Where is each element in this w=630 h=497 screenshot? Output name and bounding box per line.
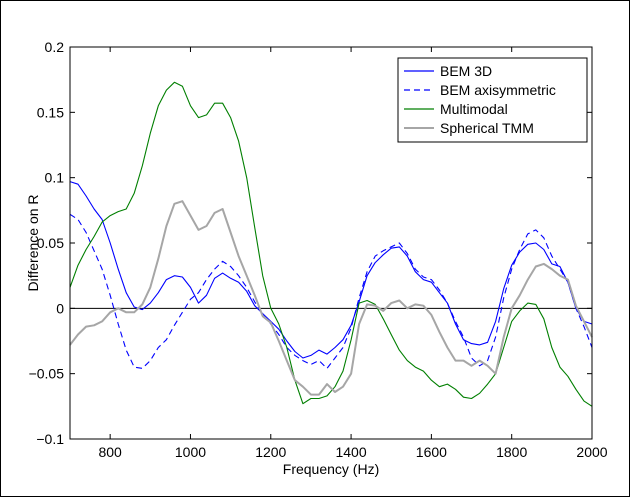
x-tick-label: 2000 [576,444,607,460]
series-line-4 [69,200,593,396]
y-tick-labels: −0.1 −0.05 0 0.05 0.1 0.15 0.2 [29,39,65,447]
legend-label-1: BEM 3D [440,63,492,79]
series-line-1 [69,181,593,359]
legend: BEM 3D BEM axisymmetric Multimodal Spherica… [397,57,588,143]
x-axis-label: Frequency (Hz) [283,461,379,477]
legend-label-2: BEM axisymmetric [440,82,556,98]
x-tick-label: 1400 [335,444,366,460]
legend-label-3: Multimodal [440,101,508,117]
x-tick-label: 800 [98,444,122,460]
series-line-3 [69,81,593,407]
x-tick-label: 1000 [175,444,206,460]
x-tick-label: 1800 [496,444,527,460]
tick-marks [70,46,593,440]
x-tick-labels: 800 1000 1200 1400 1600 1800 2000 [98,444,607,460]
x-tick-label: 1200 [255,444,286,460]
y-tick-label: 0.05 [37,235,64,251]
y-tick-label: −0.1 [36,431,64,447]
y-tick-label: −0.05 [29,366,65,382]
x-tick-label: 1600 [416,444,447,460]
legend-label-4: Spherical TMM [440,120,534,136]
y-tick-label: 0.2 [45,39,65,55]
y-tick-label: 0.15 [37,104,64,120]
y-tick-label: 0 [56,300,64,316]
series-line-2 [69,213,593,369]
y-axis-label: Difference on R [25,194,41,291]
series-layer [69,81,593,407]
y-tick-label: 0.1 [45,170,65,186]
